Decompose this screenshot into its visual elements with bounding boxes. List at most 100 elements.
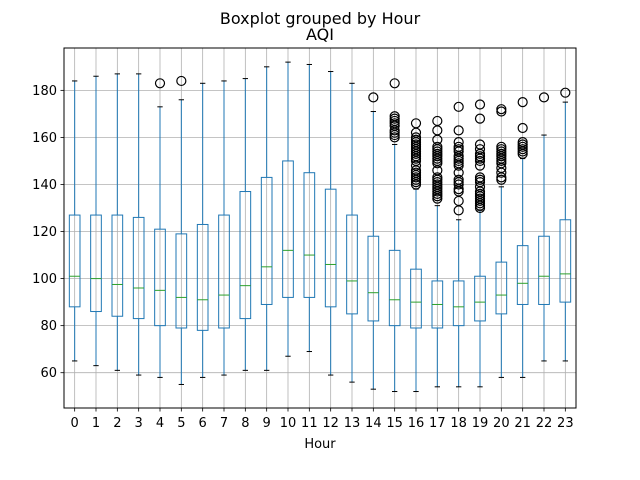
outlier-point bbox=[176, 75, 187, 87]
chart-suptitle: Boxplot grouped by Hour bbox=[220, 9, 421, 28]
y-tick-label: 60 bbox=[40, 366, 57, 381]
iqr-box bbox=[218, 214, 230, 329]
box-hour-17 bbox=[431, 115, 444, 388]
x-tick-label: 7 bbox=[220, 416, 228, 431]
iqr-box bbox=[474, 275, 486, 322]
outlier-point bbox=[432, 141, 443, 152]
x-tick-label: 14 bbox=[365, 416, 382, 431]
box-hour-16 bbox=[410, 118, 422, 393]
outlier-point bbox=[496, 104, 507, 115]
outlier-point bbox=[517, 122, 528, 134]
y-tick-label: 140 bbox=[32, 178, 57, 193]
box-hour-13 bbox=[346, 82, 358, 383]
outlier-point bbox=[410, 132, 422, 143]
box-hour-9 bbox=[260, 66, 273, 371]
iqr-box bbox=[452, 280, 465, 327]
x-tick-label: 16 bbox=[408, 416, 425, 431]
x-tick-label: 9 bbox=[263, 416, 271, 431]
iqr-box bbox=[196, 223, 209, 331]
outlier-point bbox=[517, 97, 528, 108]
iqr-box bbox=[239, 191, 252, 320]
x-tick-label: 23 bbox=[557, 416, 574, 431]
box-hour-12 bbox=[324, 71, 337, 376]
x-axis-label: Hour bbox=[304, 437, 336, 452]
x-tick-label: 6 bbox=[199, 416, 207, 431]
iqr-box bbox=[559, 219, 572, 303]
x-tick-label: 8 bbox=[241, 416, 249, 431]
box-hour-8 bbox=[239, 78, 252, 371]
iqr-box bbox=[154, 228, 166, 327]
outlier-point bbox=[453, 125, 464, 136]
iqr-box bbox=[68, 214, 81, 308]
chart-title: AQI bbox=[306, 25, 334, 44]
y-tick-label: 100 bbox=[32, 272, 57, 287]
outlier-point bbox=[453, 174, 464, 185]
x-tick-label: 2 bbox=[113, 416, 121, 431]
x-tick-label: 15 bbox=[386, 416, 403, 431]
box-hour-15 bbox=[388, 78, 401, 393]
plot-frame bbox=[63, 47, 577, 409]
outlier-point bbox=[538, 92, 550, 103]
box-hour-2 bbox=[111, 73, 124, 371]
box-hour-1 bbox=[90, 75, 102, 367]
iqr-box bbox=[282, 160, 294, 298]
x-tick-label: 17 bbox=[429, 416, 446, 431]
x-tick-label: 20 bbox=[493, 416, 510, 431]
box-hour-20 bbox=[495, 104, 508, 378]
outlier-point bbox=[474, 139, 486, 150]
outlier-point bbox=[453, 137, 464, 148]
x-tick-label: 19 bbox=[472, 416, 489, 431]
x-tick-label: 5 bbox=[177, 416, 185, 431]
outlier-point bbox=[368, 92, 379, 103]
iqr-box bbox=[90, 214, 102, 313]
box-hour-14 bbox=[367, 92, 380, 390]
outlier-point bbox=[154, 78, 166, 89]
y-tick-label: 80 bbox=[40, 319, 57, 334]
outlier-point bbox=[432, 172, 443, 183]
outlier-point bbox=[517, 137, 528, 148]
iqr-box bbox=[175, 233, 188, 329]
x-axis: 0 1 2 3 4 5 6 7 8 9 10 11 12 13 14 15 16 17 18 19 20 21 22 23 bbox=[71, 408, 574, 431]
y-tick-label: 160 bbox=[32, 131, 57, 146]
x-tick-label: 12 bbox=[322, 416, 339, 431]
box-hour-6 bbox=[196, 82, 209, 378]
box-hour-5 bbox=[175, 75, 188, 385]
outlier-point bbox=[389, 111, 400, 122]
box-hour-3 bbox=[132, 73, 145, 376]
x-tick-label: 22 bbox=[536, 416, 553, 431]
box-hour-22 bbox=[538, 92, 550, 362]
iqr-box bbox=[260, 176, 273, 305]
box-hour-0 bbox=[68, 80, 81, 362]
iqr-box bbox=[367, 235, 380, 322]
x-tick-label: 3 bbox=[135, 416, 143, 431]
iqr-box bbox=[516, 245, 529, 305]
y-tick-label: 120 bbox=[32, 225, 57, 240]
outlier-point bbox=[410, 118, 422, 129]
box-hour-21 bbox=[516, 97, 529, 378]
box-hour-19 bbox=[474, 99, 486, 388]
iqr-box bbox=[410, 268, 422, 329]
x-tick-label: 13 bbox=[344, 416, 361, 431]
box-hour-18 bbox=[452, 101, 465, 388]
box-hour-4 bbox=[154, 78, 166, 378]
box-hour-11 bbox=[303, 63, 316, 353]
box-hour-10 bbox=[282, 61, 294, 357]
iqr-box bbox=[324, 188, 337, 308]
iqr-box bbox=[303, 172, 316, 298]
x-tick-label: 1 bbox=[92, 416, 100, 431]
iqr-box bbox=[111, 214, 124, 317]
y-axis: 60 80 100 120 140 160 180 bbox=[32, 84, 64, 381]
outlier-point bbox=[560, 87, 571, 98]
outlier-point bbox=[496, 141, 507, 152]
outlier-point bbox=[474, 144, 486, 155]
outlier-point bbox=[453, 141, 464, 152]
box-hour-7 bbox=[218, 80, 230, 376]
x-tick-label: 21 bbox=[514, 416, 531, 431]
box-series bbox=[68, 61, 572, 393]
outlier-point bbox=[474, 172, 486, 183]
outlier-point bbox=[474, 113, 486, 124]
iqr-box bbox=[346, 214, 358, 315]
iqr-box bbox=[495, 261, 508, 315]
